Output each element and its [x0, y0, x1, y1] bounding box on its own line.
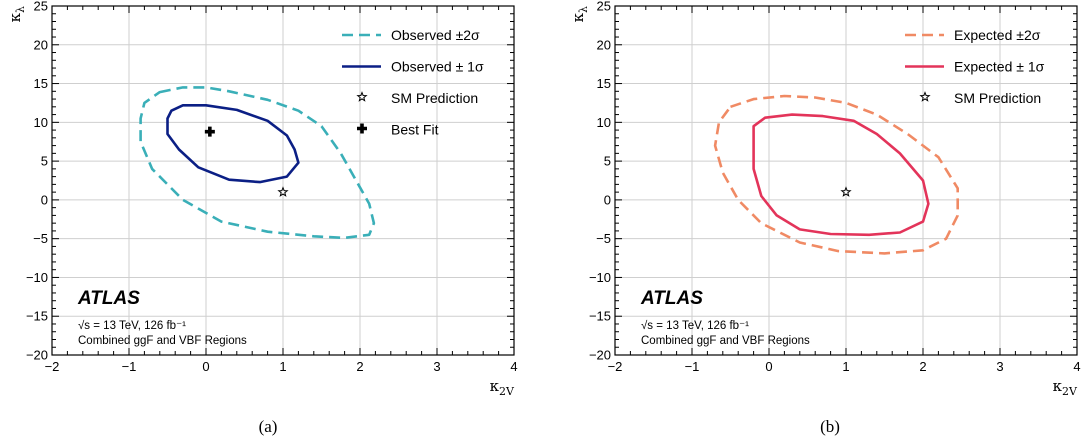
y-tick-label: −5 — [33, 231, 48, 246]
panel-caption: (b) — [820, 417, 840, 436]
sm-prediction-marker — [840, 186, 852, 197]
y-tick-label: 15 — [34, 76, 48, 91]
x-tick-label: 4 — [1073, 359, 1080, 374]
y-tick-label: −20 — [26, 348, 48, 363]
y-tick-label: −10 — [589, 270, 611, 285]
panel-a: −2 −1 0 1 2 3 4−20−15−10−50510152025κ2VκλObser… — [6, 0, 518, 436]
panel-b: −2 −1 0 1 2 3 4−20−15−10−50510152025κ2VκλExpec… — [569, 0, 1081, 436]
x-tick-label: 1 — [279, 359, 286, 374]
y-tick-label: 25 — [34, 0, 48, 14]
y-tick-label: −10 — [26, 270, 48, 285]
y-tick-label: 10 — [597, 115, 611, 130]
y-tick-label: 10 — [34, 115, 48, 130]
x-axis-label: κ2V — [1053, 377, 1078, 398]
energy-annotation: √s = 13 TeV, 126 fb⁻¹ — [78, 319, 186, 332]
legend-label: Observed ±2σ — [391, 27, 480, 43]
y-tick-label: 15 — [597, 76, 611, 91]
best-fit-marker — [204, 126, 215, 137]
contour-2sigma — [139, 86, 376, 240]
x-tick-label: −1 — [122, 359, 137, 374]
legend-label: Expected ± 1σ — [954, 59, 1045, 75]
plot-frame — [614, 5, 1078, 356]
legend-label: Observed ± 1σ — [391, 59, 484, 75]
contour-1sigma — [752, 113, 930, 237]
x-tick-label: −2 — [608, 359, 623, 374]
energy-annotation: √s = 13 TeV, 126 fb⁻¹ — [641, 319, 749, 332]
y-tick-label: −5 — [596, 231, 611, 246]
x-tick-label: 2 — [919, 359, 926, 374]
y-axis-label: κλ — [6, 6, 27, 22]
x-tick-label: 0 — [765, 359, 772, 374]
y-axis-label: κλ — [569, 6, 590, 22]
legend-label: Best Fit — [391, 122, 439, 138]
legend-star-marker — [356, 91, 368, 102]
x-tick-label: −1 — [685, 359, 700, 374]
plot-frame — [51, 5, 515, 356]
atlas-label: ATLAS — [640, 288, 703, 309]
x-axis-label: κ2V — [490, 377, 515, 398]
sm-prediction-marker — [277, 186, 289, 197]
y-tick-label: −15 — [589, 309, 611, 324]
legend-label: SM Prediction — [391, 90, 478, 106]
regions-annotation: Combined ggF and VBF Regions — [641, 335, 810, 347]
panel-caption: (a) — [259, 417, 278, 436]
legend-plus-marker — [357, 123, 367, 134]
contour-2sigma — [713, 94, 959, 255]
x-tick-label: 0 — [202, 359, 209, 374]
legend-label: Expected ±2σ — [954, 27, 1041, 43]
y-tick-label: 5 — [604, 154, 611, 169]
x-tick-label: 3 — [996, 359, 1003, 374]
x-tick-label: 1 — [842, 359, 849, 374]
y-tick-label: 25 — [597, 0, 611, 14]
x-tick-label: 3 — [433, 359, 440, 374]
y-tick-label: 20 — [34, 37, 48, 52]
regions-annotation: Combined ggF and VBF Regions — [78, 335, 247, 347]
y-tick-label: 0 — [41, 192, 48, 207]
y-tick-label: 0 — [604, 192, 611, 207]
y-tick-label: −20 — [589, 348, 611, 363]
legend-label: SM Prediction — [954, 90, 1041, 106]
y-tick-label: 5 — [41, 154, 48, 169]
x-tick-label: 2 — [356, 359, 363, 374]
legend-star-marker — [919, 91, 931, 102]
y-tick-label: 20 — [597, 37, 611, 52]
contour-1sigma — [166, 104, 300, 184]
y-tick-label: −15 — [26, 309, 48, 324]
x-tick-label: −2 — [45, 359, 60, 374]
atlas-label: ATLAS — [77, 288, 140, 309]
x-tick-label: 4 — [510, 359, 517, 374]
